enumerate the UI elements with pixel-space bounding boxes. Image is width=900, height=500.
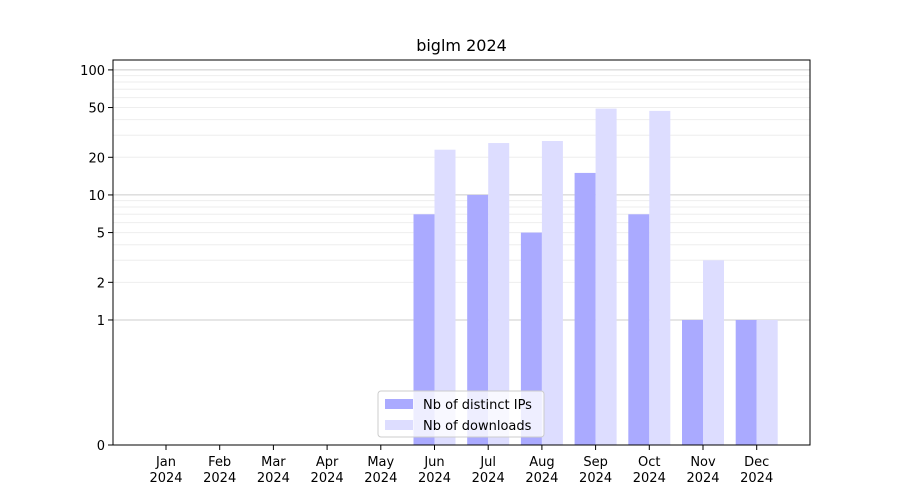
legend-label-distinct-ips: Nb of distinct IPs: [423, 398, 532, 413]
x-tick-label: 2024: [686, 471, 719, 486]
legend: Nb of distinct IPs Nb of downloads: [377, 390, 545, 438]
x-tick-label: 2024: [525, 471, 558, 486]
bar-distinct-ips: [628, 214, 650, 445]
x-tick-label: 2024: [633, 471, 666, 486]
x-tick-label: 2024: [418, 471, 451, 486]
bar-downloads: [434, 149, 456, 446]
legend-label-downloads: Nb of downloads: [423, 419, 532, 434]
y-tick-label: 20: [88, 151, 105, 166]
x-tick-label: Apr: [316, 455, 339, 470]
bar-downloads: [649, 110, 671, 445]
grid-lines: [113, 69, 810, 321]
x-tick-label: Feb: [208, 455, 231, 470]
x-tick-label: Jun: [423, 455, 444, 470]
x-tick-label: Oct: [638, 455, 660, 470]
y-tick-label: 5: [97, 227, 105, 242]
y-tick-label: 2: [97, 276, 105, 291]
x-tick-label: Nov: [690, 455, 716, 470]
legend-box: [377, 390, 545, 438]
y-tick-label: 10: [88, 189, 105, 204]
y-tick-label: 50: [88, 102, 105, 117]
x-tick-label: Dec: [744, 455, 769, 470]
y-axis: 0 1 2 5 10 20 50 100: [80, 64, 113, 454]
legend-swatch-downloads: [385, 420, 413, 430]
x-tick-label: 2024: [740, 471, 773, 486]
plot-area-frame: [112, 59, 811, 446]
x-tick-label: Mar: [261, 455, 286, 470]
x-tick-label: 2024: [364, 471, 397, 486]
bar-downloads: [756, 319, 778, 445]
bar-distinct-ips: [574, 172, 596, 445]
bar-distinct-ips: [413, 214, 435, 445]
x-tick-label: 2024: [579, 471, 612, 486]
x-tick-label: 2024: [311, 471, 344, 486]
x-tick-label: Jul: [479, 455, 496, 470]
x-tick-label: 2024: [149, 471, 182, 486]
x-tick-label: Aug: [529, 455, 554, 470]
bar-downloads: [488, 143, 510, 445]
y-tick-label: 1: [97, 314, 105, 329]
x-axis: Jan2024Feb2024Mar2024Apr2024May2024Jun20…: [149, 445, 773, 486]
x-tick-label: 2024: [257, 471, 290, 486]
x-tick-label: May: [367, 455, 394, 470]
y-tick-label: 100: [80, 64, 105, 79]
y-tick-label: 0: [97, 439, 105, 454]
bar-distinct-ips: [682, 319, 703, 445]
x-tick-label: Jan: [155, 455, 176, 470]
bar-distinct-ips: [467, 194, 489, 445]
bar-downloads: [595, 108, 617, 445]
x-tick-label: 2024: [472, 471, 505, 486]
x-tick-label: 2024: [203, 471, 236, 486]
bars: [413, 108, 778, 446]
chart-title: biglm 2024: [416, 36, 507, 55]
x-tick-label: Sep: [583, 455, 608, 470]
bar-downloads: [703, 260, 724, 445]
legend-swatch-distinct-ips: [385, 399, 413, 409]
bar-downloads: [541, 140, 563, 445]
bar-distinct-ips: [735, 319, 757, 445]
